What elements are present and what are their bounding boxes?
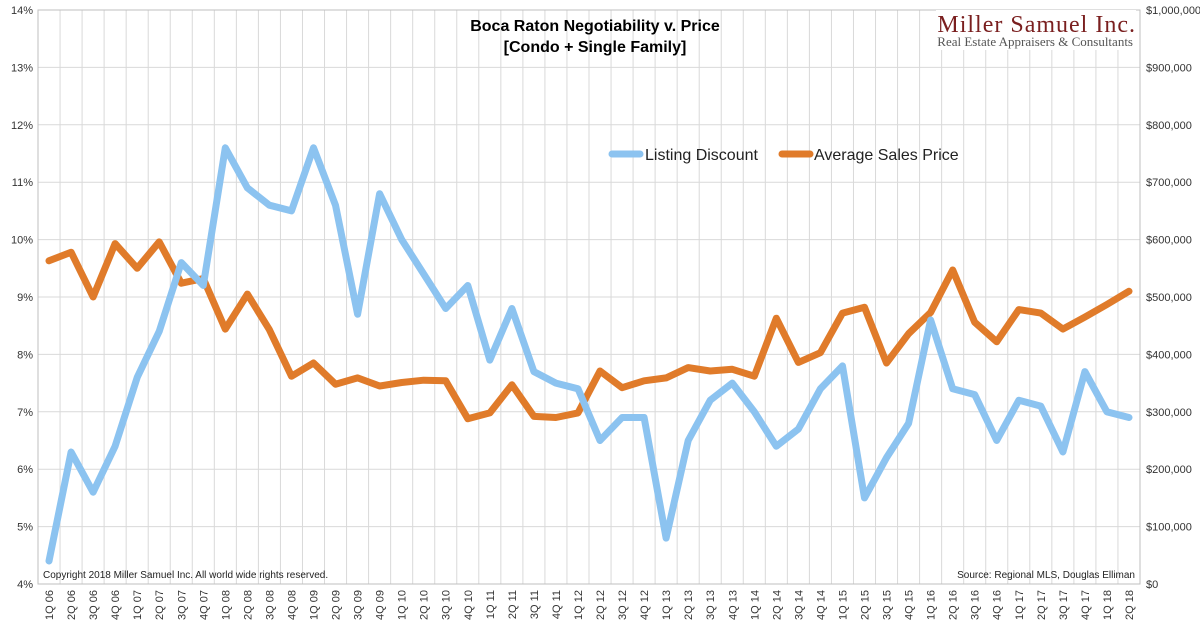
plot-frame xyxy=(37,9,1141,585)
x-tick-label: 2Q 06 xyxy=(66,590,78,620)
x-tick-label: 1Q 11 xyxy=(485,590,497,619)
x-tick-label: 1Q 09 xyxy=(309,590,321,620)
x-tick-label: 2Q 17 xyxy=(1036,590,1048,620)
x-tick-label: 1Q 15 xyxy=(837,590,849,620)
y-left-tick-label: 8% xyxy=(17,349,33,361)
x-tick-label: 1Q 18 xyxy=(1102,590,1114,620)
x-tick-label: 1Q 10 xyxy=(397,590,409,620)
logo-sub-text: Real Estate Appraisers & Consultants xyxy=(937,34,1133,49)
y-left-tick-label: 6% xyxy=(17,464,33,476)
series-line-listing-discount xyxy=(45,144,1133,565)
legend-label-average-sales-price: Average Sales Price xyxy=(814,147,959,164)
series-lines xyxy=(45,144,1133,565)
y-right-tick-label: $400,000 xyxy=(1146,349,1192,361)
y-right-tick-label: $200,000 xyxy=(1146,464,1192,476)
x-tick-label: 1Q 13 xyxy=(661,590,673,620)
legend-label-listing-discount: Listing Discount xyxy=(645,147,759,164)
chart-subtitle: [Condo + Single Family] xyxy=(504,39,687,56)
y-right-tick-label: $700,000 xyxy=(1146,177,1192,189)
series-line-average-sales-price xyxy=(45,238,1133,423)
x-tick-label: 2Q 11 xyxy=(507,590,519,619)
y-left-tick-label: 4% xyxy=(17,579,33,591)
x-tick-label: 3Q 08 xyxy=(264,590,276,620)
x-tick-label: 2Q 13 xyxy=(683,590,695,620)
source-note: Source: Regional MLS, Douglas Elliman xyxy=(957,570,1135,581)
legend: Listing Discount Average Sales Price xyxy=(608,147,959,164)
copyright-note: Copyright 2018 Miller Samuel Inc. All wo… xyxy=(43,570,328,581)
x-tick-label: 1Q 06 xyxy=(44,590,56,620)
chart-title: Boca Raton Negotiability v. Price xyxy=(470,18,720,35)
y-left-tick-label: 10% xyxy=(11,235,33,247)
x-tick-label: 2Q 12 xyxy=(595,590,607,620)
x-tick-label: 1Q 07 xyxy=(132,590,144,620)
x-tick-label: 2Q 16 xyxy=(948,590,960,620)
y-left-tick-label: 5% xyxy=(17,522,33,534)
y-right-tick-label: $600,000 xyxy=(1146,235,1192,247)
x-tick-label: 3Q 10 xyxy=(441,590,453,620)
x-tick-label: 4Q 14 xyxy=(815,590,827,620)
x-tick-label: 3Q 12 xyxy=(617,590,629,620)
x-tick-label: 3Q 06 xyxy=(88,590,100,620)
y-right-tick-label: $1,000,000 xyxy=(1146,5,1200,17)
x-tick-label: 2Q 08 xyxy=(242,590,254,620)
x-tick-label: 4Q 17 xyxy=(1080,590,1092,620)
x-tick-label: 4Q 06 xyxy=(110,590,122,620)
x-tick-label: 1Q 14 xyxy=(749,590,761,620)
axes: 4% 5% 6% 7% 8% 9% 10% 11% 12% 13% 14% $0 $100,000 $20… xyxy=(11,5,1200,620)
x-tick-label: 1Q 16 xyxy=(926,590,938,620)
x-tick-label: 4Q 08 xyxy=(286,590,298,620)
y-right-tick-label: $100,000 xyxy=(1146,522,1192,534)
x-tick-label: 3Q 14 xyxy=(793,590,805,620)
x-tick-label: 3Q 15 xyxy=(882,590,894,620)
x-tick-label: 2Q 10 xyxy=(419,590,431,620)
y-left-tick-label: 9% xyxy=(17,292,33,304)
x-tick-label: 4Q 16 xyxy=(992,590,1004,620)
x-tick-label: 4Q 07 xyxy=(198,590,210,620)
x-tick-label: 4Q 15 xyxy=(904,590,916,620)
x-tick-label: 4Q 13 xyxy=(727,590,739,620)
x-tick-label: 1Q 12 xyxy=(573,590,585,620)
x-tick-label: 1Q 17 xyxy=(1014,590,1026,620)
y-left-tick-label: 14% xyxy=(11,5,33,17)
y-right-tick-label: $0 xyxy=(1146,579,1158,591)
x-tick-label: 3Q 16 xyxy=(970,590,982,620)
x-tick-label: 3Q 11 xyxy=(529,590,541,619)
x-tick-label: 3Q 17 xyxy=(1058,590,1070,620)
y-right-tick-label: $300,000 xyxy=(1146,407,1192,419)
y-right-tick-label: $900,000 xyxy=(1146,62,1192,74)
y-left-tick-label: 13% xyxy=(11,62,33,74)
logo: Miller Samuel Inc. Real Estate Appraiser… xyxy=(936,10,1136,50)
logo-main-text: Miller Samuel Inc. xyxy=(937,12,1136,38)
y-left-tick-label: 12% xyxy=(11,120,33,132)
x-tick-label: 3Q 09 xyxy=(353,590,365,620)
y-left-tick-label: 7% xyxy=(17,407,33,419)
x-tick-label: 2Q 07 xyxy=(154,590,166,620)
x-tick-label: 2Q 15 xyxy=(860,590,872,620)
x-tick-label: 2Q 09 xyxy=(331,590,343,620)
x-tick-label: 3Q 13 xyxy=(705,590,717,620)
x-tick-label: 3Q 07 xyxy=(176,590,188,620)
y-left-tick-label: 11% xyxy=(12,177,33,189)
x-tick-label: 4Q 10 xyxy=(463,590,475,620)
y-right-tick-label: $800,000 xyxy=(1146,120,1192,132)
x-tick-label: 4Q 11 xyxy=(551,590,563,619)
x-tick-label: 2Q 18 xyxy=(1124,590,1136,620)
logo-background xyxy=(936,10,1136,50)
x-tick-label: 4Q 09 xyxy=(375,590,387,620)
x-tick-label: 4Q 12 xyxy=(639,590,651,620)
y-right-tick-label: $500,000 xyxy=(1146,292,1192,304)
x-tick-label: 2Q 14 xyxy=(771,590,783,620)
x-tick-label: 1Q 08 xyxy=(220,590,232,620)
